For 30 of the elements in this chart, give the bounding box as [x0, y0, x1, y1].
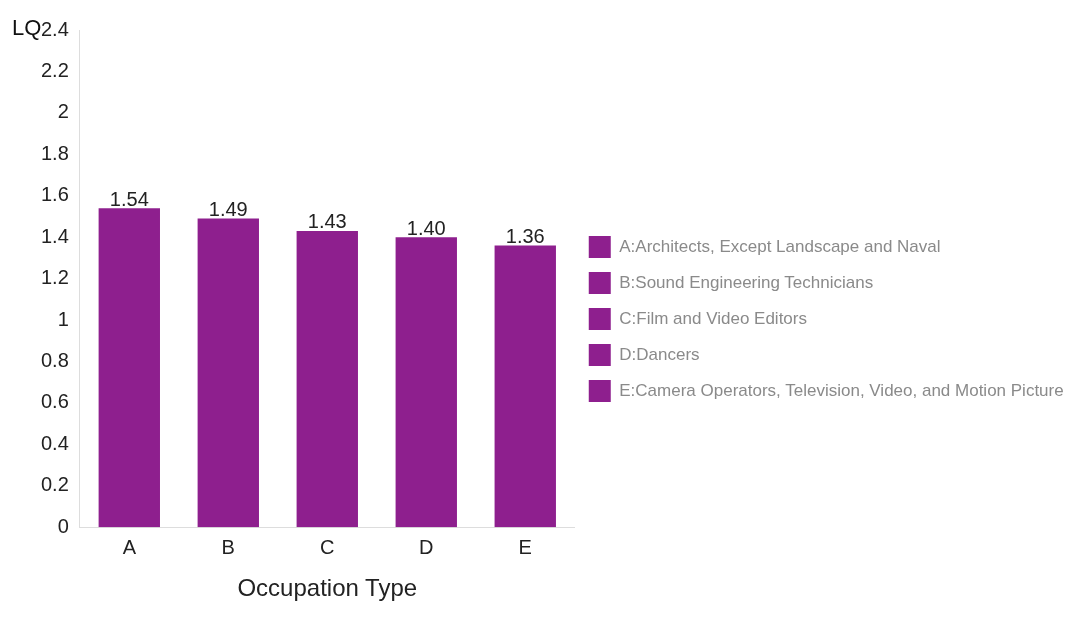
y-tick-label: 1: [57, 307, 69, 330]
y-tick-label: 1.8: [40, 141, 69, 164]
y-tick-label: 0.4: [40, 431, 69, 454]
y-tick-label: 0.2: [40, 473, 69, 496]
data-label: 1.40: [406, 216, 446, 239]
legend-label: A:Architects, Except Landscape and Naval: [619, 236, 941, 256]
legend-label: E:Camera Operators, Television, Video, and Motion Picture: [619, 380, 1064, 400]
data-label: 1.36: [505, 224, 545, 247]
data-label: 1.49: [208, 198, 248, 221]
x-tick-label: D: [419, 535, 434, 558]
y-tick-label: 1.6: [40, 183, 69, 206]
legend-label: B:Sound Engineering Technicians: [619, 272, 874, 292]
y-tick-label: 0.8: [40, 348, 69, 371]
x-tick-label: E: [518, 535, 532, 558]
x-tick-label: C: [320, 535, 335, 558]
x-tick-label: B: [221, 535, 235, 558]
x-axis-title: Occupation Type: [237, 574, 418, 602]
y-tick-label: 1.4: [40, 224, 69, 247]
legend-label: D:Dancers: [619, 344, 700, 364]
data-label: 1.43: [307, 210, 347, 233]
data-label: 1.54: [109, 187, 149, 210]
x-tick-label: A: [122, 535, 137, 558]
legend-label: C:Film and Video Editors: [619, 308, 807, 328]
y-tick-label: 2.4: [40, 17, 69, 40]
y-tick-label: 2: [57, 100, 69, 123]
y-tick-label: 0: [57, 514, 69, 537]
y-tick-label: 1.2: [40, 266, 69, 289]
y-axis-title: LQ: [12, 15, 42, 41]
y-tick-label: 0.6: [40, 390, 69, 413]
y-tick-label: 2.2: [40, 58, 69, 81]
